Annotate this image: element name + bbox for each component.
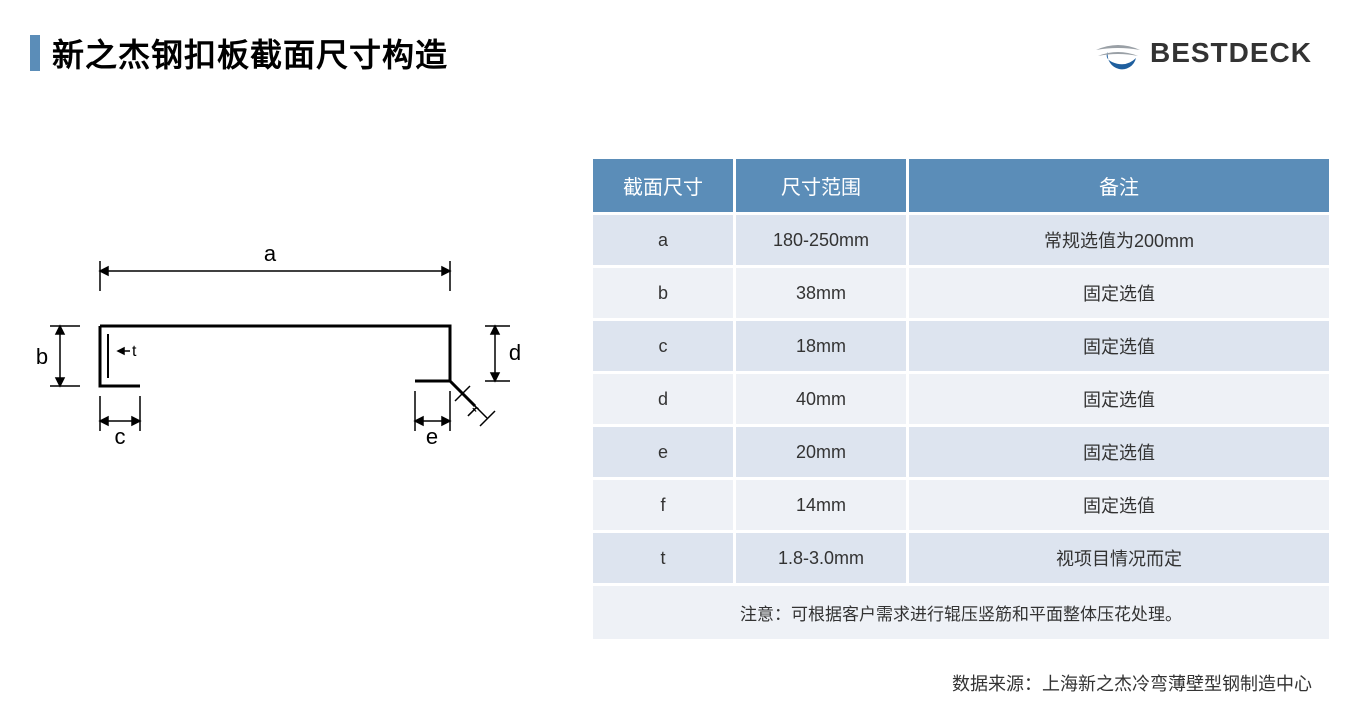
- table-footer-note: 注意：可根据客户需求进行辊压竖筋和平面整体压花处理。: [593, 586, 1329, 639]
- table-cell: 固定选值: [909, 321, 1329, 371]
- diagram-label-t: t: [132, 343, 137, 360]
- table-cell: 常规选值为200mm: [909, 215, 1329, 265]
- diagram-label-e: e: [426, 424, 438, 449]
- diagram-label-d: d: [509, 340, 521, 365]
- table-cell: 固定选值: [909, 374, 1329, 424]
- table-row: a180-250mm常规选值为200mm: [593, 215, 1329, 265]
- diagram-label-b: b: [36, 344, 48, 369]
- table-cell: e: [593, 427, 733, 477]
- table-row: b38mm固定选值: [593, 268, 1329, 318]
- table-cell: 1.8-3.0mm: [736, 533, 906, 583]
- table-cell: 14mm: [736, 480, 906, 530]
- table-cell: f: [593, 480, 733, 530]
- table-cell: 固定选值: [909, 480, 1329, 530]
- title-wrapper: 新之杰钢扣板截面尺寸构造: [30, 30, 448, 76]
- cross-section-diagram: a b c d e f t: [30, 236, 530, 456]
- table-row: e20mm固定选值: [593, 427, 1329, 477]
- table-row: c18mm固定选值: [593, 321, 1329, 371]
- table-cell: a: [593, 215, 733, 265]
- table-cell: 固定选值: [909, 268, 1329, 318]
- title-accent-bar: [30, 35, 40, 71]
- table-column: 截面尺寸 尺寸范围 备注 a180-250mm常规选值为200mmb38mm固定…: [590, 156, 1332, 642]
- table-header: 截面尺寸: [593, 159, 733, 212]
- table-header-row: 截面尺寸 尺寸范围 备注: [593, 159, 1329, 212]
- table-cell: t: [593, 533, 733, 583]
- table-row: f14mm固定选值: [593, 480, 1329, 530]
- table-cell: 40mm: [736, 374, 906, 424]
- table-header: 备注: [909, 159, 1329, 212]
- diagram-label-a: a: [264, 241, 277, 266]
- table-footer-row: 注意：可根据客户需求进行辊压竖筋和平面整体压花处理。: [593, 586, 1329, 639]
- table-cell: 20mm: [736, 427, 906, 477]
- table-cell: 180-250mm: [736, 215, 906, 265]
- table-row: d40mm固定选值: [593, 374, 1329, 424]
- dimensions-table: 截面尺寸 尺寸范围 备注 a180-250mm常规选值为200mmb38mm固定…: [590, 156, 1332, 642]
- table-cell: d: [593, 374, 733, 424]
- table-header: 尺寸范围: [736, 159, 906, 212]
- header: 新之杰钢扣板截面尺寸构造 BESTDECK: [0, 0, 1362, 96]
- table-cell: 38mm: [736, 268, 906, 318]
- table-cell: c: [593, 321, 733, 371]
- logo-icon: [1094, 32, 1142, 74]
- table-cell: 视项目情况而定: [909, 533, 1329, 583]
- table-cell: b: [593, 268, 733, 318]
- page-title: 新之杰钢扣板截面尺寸构造: [52, 30, 448, 76]
- logo: BESTDECK: [1094, 32, 1312, 74]
- content-area: a b c d e f t 截面尺寸 尺寸范围 备注 a180-250mm常规选…: [0, 96, 1362, 642]
- table-cell: 18mm: [736, 321, 906, 371]
- table-row: t1.8-3.0mm视项目情况而定: [593, 533, 1329, 583]
- table-cell: 固定选值: [909, 427, 1329, 477]
- diagram-label-c: c: [115, 424, 126, 449]
- diagram-column: a b c d e f t: [30, 156, 550, 642]
- logo-text: BESTDECK: [1150, 37, 1312, 69]
- data-source: 数据来源：上海新之杰冷弯薄壁型钢制造中心: [952, 670, 1312, 696]
